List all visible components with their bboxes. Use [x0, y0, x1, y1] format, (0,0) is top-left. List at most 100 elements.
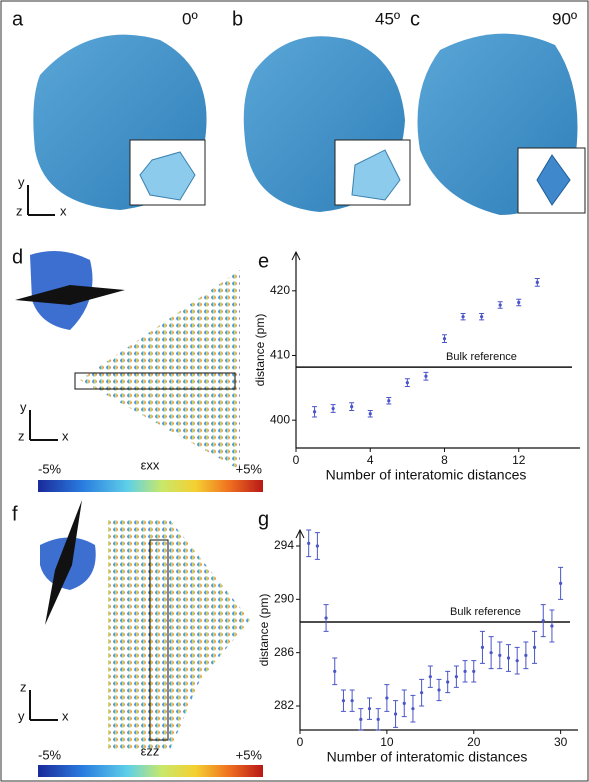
point: [498, 653, 502, 657]
colorbar-label: +5%: [236, 461, 263, 476]
point: [402, 701, 406, 705]
octahedron: [351, 149, 401, 201]
point: [506, 656, 511, 660]
y-tick-label: 286: [274, 645, 294, 659]
point: [535, 280, 539, 285]
panel-label: a: [12, 8, 24, 30]
point: [387, 399, 391, 403]
point: [517, 300, 521, 305]
x-axis-label: Number of interatomic distances: [326, 467, 527, 483]
colorbar-label: -5%: [38, 461, 62, 476]
point: [367, 707, 372, 711]
point: [424, 374, 428, 378]
strain-map-f: [108, 520, 250, 750]
panel-label: b: [232, 8, 243, 30]
point: [324, 616, 328, 620]
x-tick-label: 30: [554, 735, 568, 749]
point: [489, 651, 493, 655]
colorbar-label: εxx: [141, 457, 160, 472]
x-tick-label: 20: [467, 735, 481, 749]
axis-arrow: [291, 250, 301, 261]
angle: 90º: [552, 9, 577, 28]
reference-label: Bulk reference: [446, 351, 517, 363]
point: [385, 696, 389, 700]
point: [341, 699, 346, 703]
angle: 0º: [182, 9, 198, 28]
x-tick-label: 0: [297, 735, 304, 749]
point: [393, 712, 398, 716]
strain-map-d: [80, 270, 240, 470]
point: [472, 669, 476, 673]
panel-label: e: [258, 250, 269, 272]
point: [350, 405, 354, 409]
point: [331, 406, 335, 411]
panel-label: g: [258, 508, 269, 530]
point: [532, 645, 537, 649]
axis-arrow: [295, 528, 305, 539]
point: [350, 699, 354, 703]
labels: a b c d e f g 0º 45º 90º y z x y z x z y…: [12, 8, 577, 762]
panel-label: f: [12, 503, 18, 525]
y-tick-label: 282: [274, 698, 294, 712]
point: [405, 381, 409, 385]
point: [333, 669, 337, 673]
point: [454, 675, 458, 679]
point: [480, 315, 484, 319]
y-tick-label: 420: [270, 283, 290, 297]
x-tick-label: 8: [441, 453, 448, 467]
triad-label: y: [18, 174, 25, 189]
y-tick-label: 294: [274, 538, 294, 552]
slice-plane: [45, 500, 82, 625]
point: [524, 653, 528, 657]
x-tick-label: 12: [512, 453, 526, 467]
point: [541, 619, 545, 623]
colorbar: [38, 765, 263, 777]
x-tick-label: 0: [293, 453, 300, 467]
x-tick-label: 10: [380, 735, 394, 749]
colorbar: [38, 480, 263, 492]
y-tick-label: 400: [270, 412, 290, 426]
point: [463, 669, 467, 673]
colorbar-label: -5%: [38, 747, 62, 762]
point: [550, 624, 554, 628]
point: [428, 675, 432, 679]
point: [461, 315, 465, 319]
axis-triads: [27, 185, 58, 721]
triad-label: x: [60, 203, 67, 218]
x-tick-label: 4: [367, 453, 374, 467]
point: [312, 410, 317, 414]
x-axis-label: Number of interatomic distances: [327, 749, 528, 765]
triad-label: x: [62, 708, 69, 723]
triad-label: z: [16, 203, 23, 218]
triad-label: y: [18, 708, 25, 723]
point: [480, 645, 485, 649]
panel-label: d: [12, 246, 23, 268]
point: [307, 541, 311, 545]
point: [376, 717, 380, 721]
point: [420, 691, 424, 695]
slice-plane: [15, 285, 125, 305]
point: [446, 680, 450, 684]
point: [315, 544, 319, 548]
octahedron: [139, 151, 196, 201]
point: [559, 581, 563, 585]
y-axis-label: distance (pm): [253, 314, 267, 387]
point: [359, 717, 363, 721]
point: [515, 659, 519, 663]
colorbar-label: εzz: [141, 743, 160, 758]
colorbar-label: +5%: [236, 747, 263, 762]
y-tick-label: 290: [274, 592, 294, 606]
triad-label: z: [20, 679, 27, 694]
point: [368, 412, 372, 416]
triad-label: z: [18, 428, 25, 443]
y-axis-label: distance (pm): [257, 594, 271, 667]
point: [411, 707, 415, 711]
angle: 45º: [375, 9, 400, 28]
triad-label: y: [20, 399, 27, 414]
triad-label: x: [62, 428, 69, 443]
y-tick-label: 410: [270, 348, 290, 362]
selection-box: [74, 372, 236, 390]
